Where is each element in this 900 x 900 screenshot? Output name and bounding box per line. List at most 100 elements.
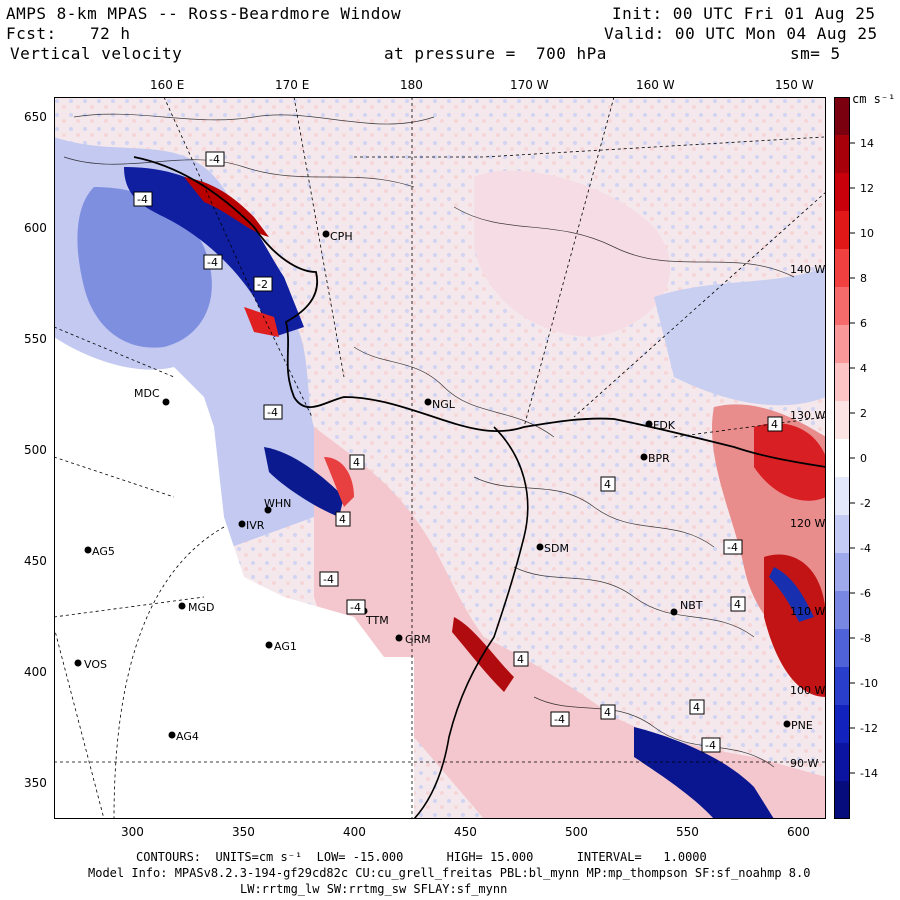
station-label: FDK	[653, 419, 676, 432]
right-lon-labels: 140 W 130 W 120 W 110 W 100 W 90 W	[790, 263, 825, 770]
colorbar-swatch	[834, 97, 850, 136]
colorbar-swatch	[834, 135, 850, 174]
colorbar-tick-label: -10	[860, 677, 878, 690]
mountain-wave-downdraft	[264, 447, 344, 517]
station-label: AG5	[92, 545, 115, 558]
colorbar-swatch	[834, 553, 850, 592]
forecast-hour: 72 h	[90, 24, 131, 43]
smoothing-value: sm= 5	[790, 44, 841, 63]
plot-frame	[54, 97, 826, 819]
colorbar-swatch	[834, 781, 850, 819]
contours-info: CONTOURS: UNITS=cm s⁻¹ LOW= -15.000 HIGH…	[136, 850, 707, 864]
x-tick-label: 400	[343, 825, 366, 839]
contour-label: -4	[727, 541, 738, 554]
graticule	[54, 97, 826, 819]
contour-label: -4	[705, 739, 716, 752]
lon-label-top: 180	[400, 78, 423, 92]
model-info: Model Info: MPASv8.2.3-194-gf29cd82c CU:…	[88, 866, 811, 880]
lon-label-right: 90 W	[790, 757, 818, 770]
variable-name: Vertical velocity	[10, 44, 183, 63]
valid-time: Valid: 00 UTC Mon 04 Aug 25	[604, 24, 878, 43]
mountain-wave-downdraft	[769, 567, 814, 622]
lon-label-top: 160 E	[150, 78, 185, 92]
colorbar-tick-label: -6	[860, 587, 871, 600]
y-tick-label: 350	[24, 776, 47, 790]
strong-updraft	[764, 554, 826, 697]
colorbar-tick-label: 10	[860, 227, 874, 240]
downdraft-region-east	[654, 267, 826, 406]
colorbar-swatch	[834, 667, 850, 706]
colorbar-tick-label: 4	[860, 362, 867, 375]
contour-label: 4	[353, 456, 360, 469]
station-label: TTM	[365, 614, 389, 627]
station-label: MDC	[134, 387, 160, 400]
contour-label: -4	[137, 193, 148, 206]
contour-label: 4	[604, 706, 611, 719]
figure-title: AMPS 8-km MPAS -- Ross-Beardmore Window	[6, 4, 402, 23]
mountain-wave-downdraft	[124, 167, 304, 337]
downdraft-core	[77, 187, 212, 348]
updraft-region-south	[314, 427, 826, 819]
contour-label: -2	[257, 278, 268, 291]
mountain-wave-updraft	[244, 307, 279, 337]
ice-shelf-edge	[413, 426, 529, 819]
colorbar-swatch	[834, 439, 850, 478]
y-tick-label: 450	[24, 554, 47, 568]
lon-label-right: 120 W	[790, 517, 825, 530]
station-label: VOS	[84, 658, 107, 671]
colorbar-units: cm s⁻¹	[852, 92, 896, 106]
init-time: Init: 00 UTC Fri 01 Aug 25	[612, 4, 876, 23]
lon-label-top: 170 W	[510, 78, 549, 92]
station-label: PNE	[791, 719, 813, 732]
contour-label: 4	[517, 653, 524, 666]
colorbar-swatch	[834, 477, 850, 516]
lon-label-right: 110 W	[790, 605, 825, 618]
lon-label-top: 160 W	[636, 78, 675, 92]
contour-label: 4	[339, 513, 346, 526]
colorbar-swatch	[834, 629, 850, 668]
colorbar-swatch	[834, 705, 850, 744]
x-tick-label: 500	[565, 825, 588, 839]
colorbar-swatch	[834, 249, 850, 288]
model-info-physics: LW:rrtmg_lw SW:rrtmg_sw SFLAY:sf_mynn	[240, 882, 508, 896]
contour-label: -4	[350, 601, 361, 614]
colorbar-tick-label: -8	[860, 632, 871, 645]
y-tick-label: 650	[24, 110, 47, 124]
contour-label: 4	[604, 478, 611, 491]
y-tick-label: 500	[24, 443, 47, 457]
contour-lines	[63, 113, 795, 768]
contour-label: -4	[207, 256, 218, 269]
colorbar-tick-label: 12	[860, 182, 874, 195]
contour-label: -4	[554, 713, 565, 726]
station-label: IVR	[246, 519, 265, 532]
station-label: WHN	[264, 497, 291, 510]
colorbar-swatch	[834, 325, 850, 364]
station-label: AG4	[176, 730, 199, 743]
y-tick-label: 400	[24, 665, 47, 679]
forecast-label: Fcst:	[6, 24, 57, 43]
lon-label-right: 100 W	[790, 684, 825, 697]
contour-label: -4	[209, 153, 220, 166]
mountain-wave-updraft	[324, 457, 354, 507]
x-tick-label: 450	[454, 825, 477, 839]
x-tick-label: 600	[787, 825, 810, 839]
colorbar: 14 12 10 8 6 4 2 0 -2 -4 -6 -8 -10 -12 -14	[834, 97, 878, 819]
colorbar-tick-label: -2	[860, 497, 871, 510]
y-tick-label: 550	[24, 332, 47, 346]
station-label: CPH	[330, 230, 353, 243]
colorbar-tick-label: 0	[860, 452, 867, 465]
colorbar-tick-label: -12	[860, 722, 878, 735]
colorbar-swatch	[834, 401, 850, 440]
station-dots	[74, 230, 791, 739]
colorbar-tick-label: 14	[860, 137, 874, 150]
colorbar-swatch	[834, 591, 850, 630]
x-tick-label: 550	[676, 825, 699, 839]
colorbar-tick-label: 6	[860, 317, 867, 330]
y-tick-label: 600	[24, 221, 47, 235]
station-label: BPR	[648, 452, 670, 465]
contour-label: -4	[267, 406, 278, 419]
lon-label-right: 140 W	[790, 263, 825, 276]
colorbar-frame	[834, 97, 850, 819]
contour-label: 4	[734, 598, 741, 611]
